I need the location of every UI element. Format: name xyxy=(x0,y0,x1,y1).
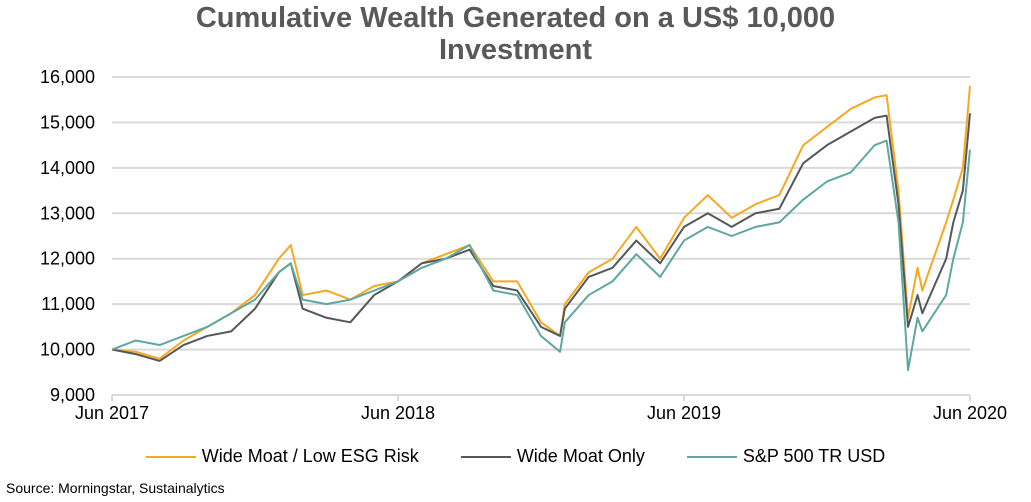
y-tick-label: 12,000 xyxy=(40,249,95,269)
y-tick-label: 9,000 xyxy=(50,385,95,405)
plot-area: 9,000 10,000 11,000 12,000 13,000 14,000 15,00… xyxy=(40,67,1007,423)
legend-swatch xyxy=(686,455,737,458)
series-line-0 xyxy=(111,85,971,360)
y-tick-label: 15,000 xyxy=(40,112,95,132)
legend: Wide Moat / Low ESG Risk Wide Moat Only … xyxy=(0,446,1031,467)
y-tick-label: 11,000 xyxy=(41,294,95,314)
series-line-2 xyxy=(111,139,971,372)
y-tick-label: 14,000 xyxy=(40,158,95,178)
x-tick-label: Jun 2017 xyxy=(75,403,149,423)
chart-title-line-1: Cumulative Wealth Generated on a US$ 10,… xyxy=(195,2,836,34)
legend-item-wide-moat-low-esg: Wide Moat / Low ESG Risk xyxy=(145,446,419,467)
x-tick-label: Jun 2019 xyxy=(647,403,721,423)
legend-item-sp500: S&P 500 TR USD xyxy=(686,446,886,467)
x-tick-label: Jun 2020 xyxy=(933,403,1007,423)
legend-label: Wide Moat / Low ESG Risk xyxy=(201,446,419,466)
y-tick-label: 13,000 xyxy=(40,203,95,223)
series-line-1 xyxy=(111,113,971,362)
legend-label: Wide Moat Only xyxy=(516,446,645,466)
legend-item-wide-moat-only: Wide Moat Only xyxy=(460,446,645,467)
chart-title: Cumulative Wealth Generated on a US$ 10,… xyxy=(0,2,1031,66)
legend-swatch xyxy=(145,455,196,458)
y-tick-label: 10,000 xyxy=(40,340,95,360)
chart-title-line-2: Investment xyxy=(438,34,593,66)
legend-swatch xyxy=(460,455,511,458)
legend-label: S&P 500 TR USD xyxy=(742,446,886,466)
source-note: Source: Morningstar, Sustainalytics xyxy=(6,480,225,496)
y-tick-label: 16,000 xyxy=(40,67,95,87)
x-tick-label: Jun 2018 xyxy=(361,403,435,423)
